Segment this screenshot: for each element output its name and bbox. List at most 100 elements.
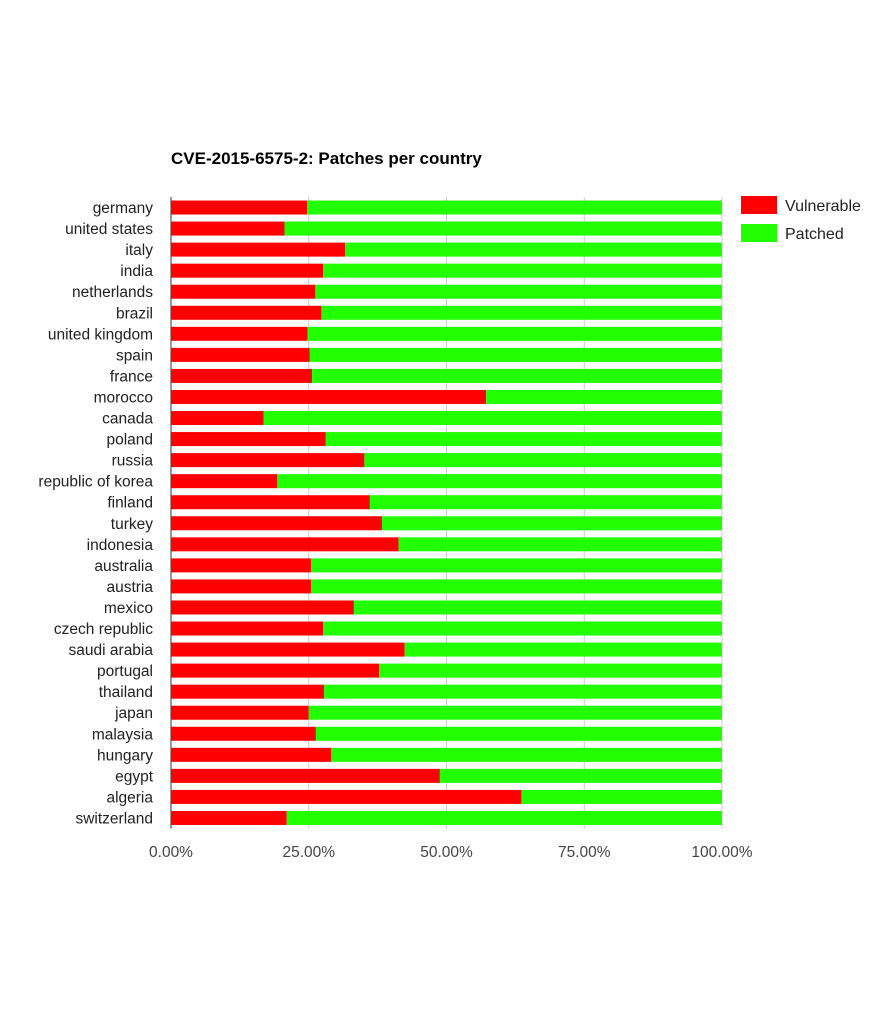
bar-vulnerable <box>171 368 313 383</box>
category-label: australia <box>94 558 153 575</box>
bar-vulnerable <box>171 789 522 804</box>
gridlines <box>170 197 723 829</box>
x-tick-label: 25.00% <box>282 844 335 861</box>
category-label: india <box>120 263 153 280</box>
category-label: egypt <box>115 768 154 785</box>
category-label: portugal <box>97 663 153 680</box>
bar-vulnerable <box>171 768 440 783</box>
bar-patched <box>331 747 722 762</box>
category-label: netherlands <box>72 284 153 301</box>
category-label: finland <box>107 495 153 512</box>
bar-patched <box>382 516 722 531</box>
bar-vulnerable <box>171 495 370 510</box>
bar-vulnerable <box>171 347 310 362</box>
legend-label-vulnerable: Vulnerable <box>785 198 861 215</box>
bar-patched <box>369 495 722 510</box>
bar-patched <box>308 705 722 720</box>
bar-vulnerable <box>171 726 316 741</box>
legend-swatch-patched <box>741 224 777 242</box>
category-label: united states <box>65 221 153 238</box>
bar-patched <box>277 474 722 489</box>
category-label: switzerland <box>75 810 153 827</box>
bar-patched <box>309 347 722 362</box>
category-label: morocco <box>94 389 153 406</box>
bar-patched <box>323 263 722 278</box>
bar-patched <box>310 558 722 573</box>
bar-patched <box>315 726 722 741</box>
bar-patched <box>263 411 722 426</box>
bar-patched <box>345 242 722 257</box>
bar-vulnerable <box>171 474 278 489</box>
bar-patched <box>312 368 722 383</box>
bar-vulnerable <box>171 305 322 320</box>
category-label: spain <box>116 347 153 364</box>
category-label: italy <box>125 242 153 259</box>
x-tick-label: 50.00% <box>420 844 473 861</box>
bar-patched <box>364 453 722 468</box>
bar-vulnerable <box>171 200 308 215</box>
category-label: algeria <box>106 789 153 806</box>
bar-patched <box>315 284 722 299</box>
bar-patched <box>310 579 722 594</box>
category-labels: germany united states italy india netherland… <box>38 200 153 827</box>
category-label: indonesia <box>87 537 154 554</box>
category-label: united kingdom <box>48 326 153 343</box>
x-tick-label: 100.00% <box>691 844 752 861</box>
bar-patched <box>398 537 722 552</box>
x-tick-label: 0.00% <box>149 844 193 861</box>
category-label: japan <box>114 705 153 722</box>
bar-vulnerable <box>171 663 380 678</box>
bar-patched <box>404 642 722 657</box>
bar-patched <box>325 432 722 447</box>
bar-vulnerable <box>171 411 264 426</box>
bar-vulnerable <box>171 579 311 594</box>
x-tick-label: 75.00% <box>558 844 611 861</box>
bar-vulnerable <box>171 221 285 236</box>
category-label: germany <box>93 200 154 217</box>
bars <box>171 200 722 825</box>
bar-vulnerable <box>171 453 365 468</box>
category-label: hungary <box>97 747 153 764</box>
category-label: czech republic <box>54 621 153 638</box>
category-label: thailand <box>99 684 153 701</box>
bar-vulnerable <box>171 263 324 278</box>
bar-vulnerable <box>171 326 308 341</box>
bar-vulnerable <box>171 284 316 299</box>
bar-patched <box>439 768 722 783</box>
bar-vulnerable <box>171 537 399 552</box>
category-label: turkey <box>111 516 153 533</box>
bar-patched <box>323 621 722 636</box>
category-label: malaysia <box>92 726 154 743</box>
chart-title: CVE-2015-6575-2: Patches per country <box>171 149 482 168</box>
bar-patched <box>353 600 722 615</box>
legend: Vulnerable Patched <box>741 196 861 243</box>
bar-patched <box>307 326 722 341</box>
bar-vulnerable <box>171 705 309 720</box>
bar-patched <box>307 200 722 215</box>
bar-patched <box>521 789 722 804</box>
bar-patched <box>284 221 722 236</box>
bar-vulnerable <box>171 810 287 825</box>
bar-patched <box>324 684 722 699</box>
bar-vulnerable <box>171 621 324 636</box>
bar-vulnerable <box>171 642 405 657</box>
bar-patched <box>486 389 722 404</box>
category-label: russia <box>112 453 154 470</box>
bar-vulnerable <box>171 558 311 573</box>
bar-patched <box>321 305 722 320</box>
legend-swatch-vulnerable <box>741 196 777 214</box>
bar-vulnerable <box>171 684 325 699</box>
category-label: canada <box>102 411 153 428</box>
bar-vulnerable <box>171 242 346 257</box>
bar-vulnerable <box>171 516 383 531</box>
bar-vulnerable <box>171 747 332 762</box>
legend-label-patched: Patched <box>785 226 844 243</box>
category-label: mexico <box>104 600 153 617</box>
category-label: austria <box>106 579 153 596</box>
bar-vulnerable <box>171 600 354 615</box>
bar-patched <box>286 810 722 825</box>
category-label: brazil <box>116 305 153 322</box>
category-label: poland <box>106 432 153 449</box>
